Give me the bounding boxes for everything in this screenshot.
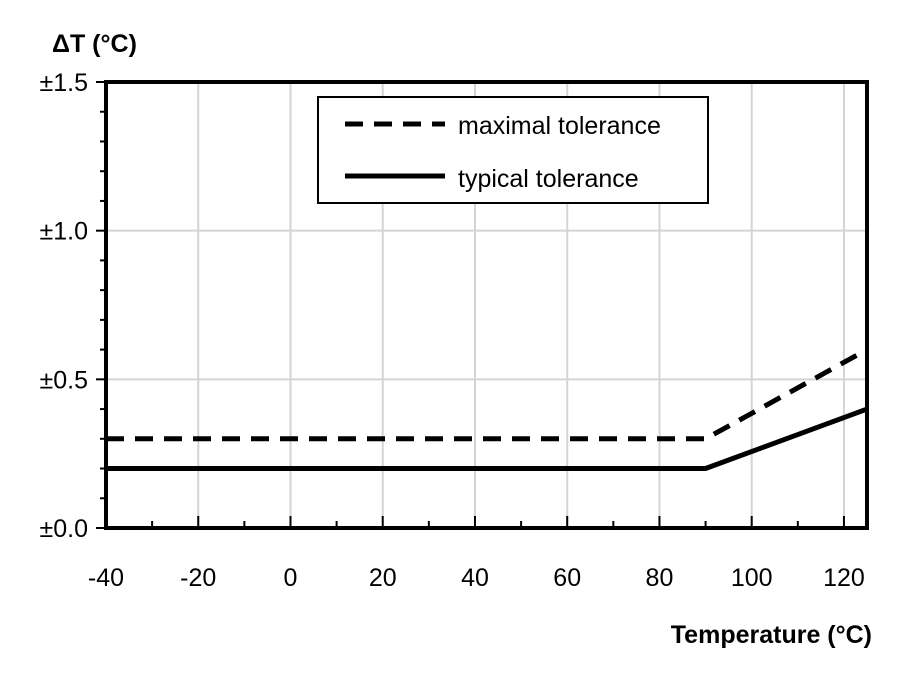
series-line-maximal: [106, 347, 869, 442]
series-line-typical: [106, 406, 868, 472]
x-tick-label: 0: [284, 564, 298, 592]
tick-labels: -40 -20 0 20 40 60 80 100 120 ±0.0 ±0.5 ±1.0 ±1.5: [40, 69, 865, 592]
y-tick-label: ±0.0: [40, 515, 88, 543]
x-tick-label: -40: [88, 564, 124, 592]
legend-label-typical: typical tolerance: [458, 165, 639, 193]
x-tick-label: 20: [369, 564, 397, 592]
series-lines: [106, 347, 869, 472]
legend-box: [317, 96, 709, 204]
x-tick-label: 100: [731, 564, 773, 592]
y-tick-label: ±1.0: [40, 218, 88, 246]
x-tick-label: 80: [646, 564, 674, 592]
x-tick-label: 40: [461, 564, 489, 592]
x-tick-label: 120: [823, 564, 865, 592]
y-tick-label: ±1.5: [40, 69, 88, 97]
x-tick-label: -20: [180, 564, 216, 592]
x-tick-label: 60: [553, 564, 581, 592]
legend-label-maximal: maximal tolerance: [458, 112, 661, 140]
legend: maximal tolerance typical tolerance: [317, 96, 709, 204]
y-axis-title: ΔT (°C): [52, 30, 137, 58]
y-tick-label: ±0.5: [40, 366, 88, 394]
plot-frame: [104, 80, 869, 530]
ticks: [96, 81, 845, 529]
x-axis-title: Temperature (°C): [671, 621, 872, 649]
